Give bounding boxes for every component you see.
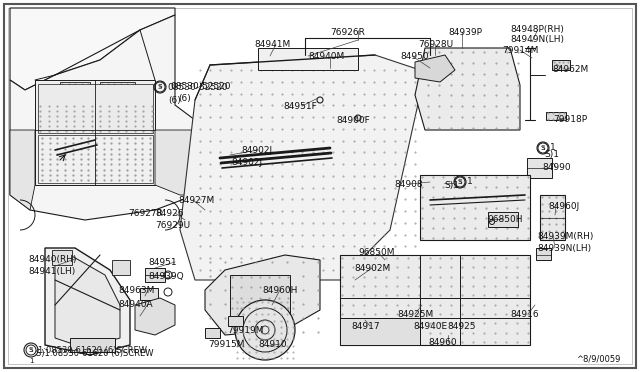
Text: 84962M: 84962M [552, 65, 588, 74]
Polygon shape [10, 8, 175, 90]
Text: 79918P: 79918P [553, 115, 587, 124]
Text: 84927M: 84927M [178, 196, 214, 205]
Text: 84939Q: 84939Q [148, 272, 184, 281]
Bar [145, 268, 165, 282]
Bar [205, 328, 220, 338]
Text: 84902M: 84902M [354, 264, 390, 273]
Text: 84926: 84926 [155, 209, 184, 218]
Bar [536, 248, 551, 260]
Text: 84990: 84990 [542, 163, 571, 172]
Bar [488, 212, 518, 227]
Text: 1: 1 [467, 177, 473, 186]
Text: S: S [29, 347, 33, 353]
Polygon shape [180, 55, 420, 280]
Text: (6): (6) [168, 96, 180, 105]
Polygon shape [38, 84, 153, 133]
Text: S: S [158, 84, 162, 90]
Text: 79915M: 79915M [208, 340, 244, 349]
Text: 84910: 84910 [258, 340, 287, 349]
Text: 76927R: 76927R [128, 209, 163, 218]
Bar [230, 275, 290, 320]
Text: 79919M: 79919M [227, 326, 264, 335]
Polygon shape [135, 298, 175, 335]
Polygon shape [205, 255, 320, 335]
Text: 84940(RH): 84940(RH) [28, 255, 77, 264]
Text: 84939P: 84939P [448, 28, 482, 37]
Text: (6): (6) [178, 94, 191, 103]
Polygon shape [420, 175, 530, 240]
Polygon shape [10, 15, 195, 220]
Text: 96850M: 96850M [358, 248, 394, 257]
Text: 84939N(LH): 84939N(LH) [537, 244, 591, 253]
Polygon shape [155, 130, 195, 195]
Polygon shape [10, 130, 35, 210]
Text: 76928U: 76928U [418, 40, 453, 49]
Text: 84940A: 84940A [118, 300, 152, 309]
Text: S)1: S)1 [444, 181, 459, 190]
Polygon shape [415, 55, 455, 82]
Text: 76926R: 76926R [330, 28, 365, 37]
Bar [552, 60, 570, 70]
Text: 76929U: 76929U [155, 221, 190, 230]
Text: S)1:08530-61620 (6)SCREW: S)1:08530-61620 (6)SCREW [36, 349, 154, 358]
Bar [258, 48, 358, 70]
Bar [540, 195, 565, 240]
Text: 96850H: 96850H [487, 215, 522, 224]
Text: 84940M: 84940M [308, 52, 344, 61]
Bar [228, 316, 243, 326]
Bar [340, 318, 420, 345]
Text: S: S [458, 179, 462, 185]
Text: 84941(LH): 84941(LH) [28, 267, 76, 276]
Text: 84902J: 84902J [231, 158, 262, 167]
Text: 84908: 84908 [394, 180, 422, 189]
Text: 79914M: 79914M [502, 46, 538, 55]
Polygon shape [38, 135, 153, 183]
Text: 84963M: 84963M [118, 286, 154, 295]
Bar [527, 158, 552, 178]
Text: 84902J: 84902J [241, 146, 272, 155]
Text: 1:08530-61620 (6)SCREW: 1:08530-61620 (6)SCREW [38, 346, 147, 355]
Text: S: S [158, 84, 162, 90]
Text: 84951F: 84951F [283, 102, 317, 111]
Text: 84950: 84950 [400, 52, 429, 61]
Text: 84960H: 84960H [262, 286, 298, 295]
Text: 08530-52520: 08530-52520 [170, 82, 230, 91]
Bar [546, 112, 566, 120]
Text: ^8/9/0059: ^8/9/0059 [576, 354, 620, 363]
Text: 84916: 84916 [510, 310, 539, 319]
Bar [60, 82, 90, 104]
Bar [112, 260, 130, 275]
Text: 84925: 84925 [447, 322, 476, 331]
Text: 84948P(RH): 84948P(RH) [510, 25, 564, 34]
Text: S: S [541, 145, 545, 151]
Text: S: S [458, 180, 461, 185]
Polygon shape [45, 248, 130, 355]
Text: 84949N(LH): 84949N(LH) [510, 35, 564, 44]
Bar [140, 288, 158, 300]
Bar [52, 250, 72, 265]
Text: 1: 1 [29, 358, 33, 364]
Text: S: S [29, 347, 33, 353]
Polygon shape [35, 80, 155, 185]
Text: 08530-52520: 08530-52520 [167, 83, 227, 92]
Circle shape [235, 300, 295, 360]
Text: 84960: 84960 [428, 338, 456, 347]
Text: 84941M: 84941M [254, 40, 291, 49]
Polygon shape [415, 48, 520, 130]
Bar [70, 338, 115, 352]
Polygon shape [340, 255, 530, 345]
Text: 84939M(RH): 84939M(RH) [537, 232, 593, 241]
Text: 84951: 84951 [148, 258, 177, 267]
Text: 84925M: 84925M [397, 310, 433, 319]
Polygon shape [55, 255, 120, 348]
Text: 84900F: 84900F [336, 116, 370, 125]
Text: 84917: 84917 [351, 322, 380, 331]
Text: 1: 1 [550, 144, 556, 153]
Text: 84940E: 84940E [413, 322, 447, 331]
Text: S: S [541, 145, 545, 151]
Text: S)1: S)1 [544, 150, 559, 159]
Bar [100, 82, 135, 104]
Text: 84960J: 84960J [548, 202, 579, 211]
